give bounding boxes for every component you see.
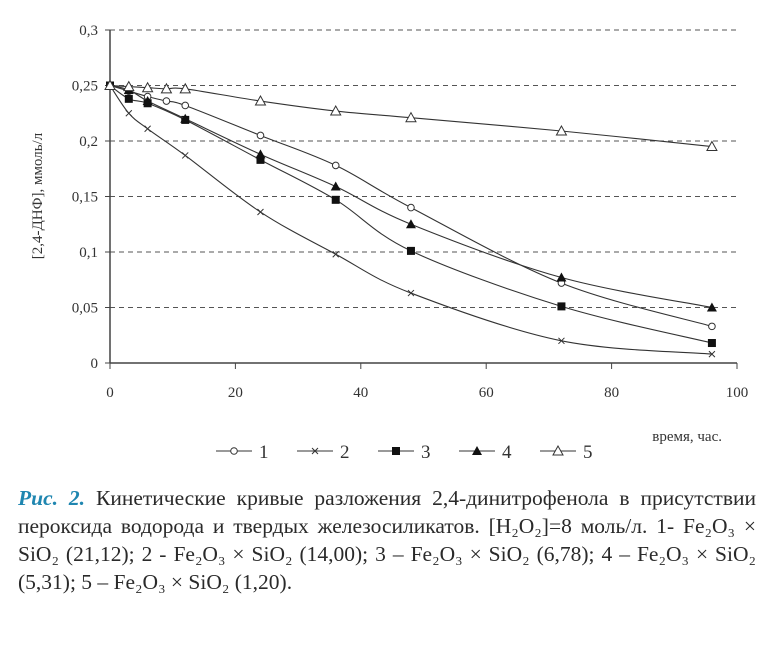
- figure-label: Рис. 2.: [18, 486, 86, 510]
- marker-filled-square: [392, 447, 400, 455]
- marker-open-circle: [162, 97, 171, 105]
- figure-caption: Рис. 2. Кинетические кривые разложения 2…: [18, 484, 756, 596]
- series-line: [109, 85, 713, 344]
- marker-filled-triangle: [330, 181, 341, 191]
- marker-cross: [332, 250, 340, 258]
- y-tick-label: 0,1: [79, 245, 98, 261]
- legend: 1 2 3 4 5: [216, 442, 593, 463]
- marker-open-triangle: [329, 105, 342, 116]
- y-axis-label: [2,4-ДНФ], ммоль/л: [30, 132, 46, 259]
- marker-open-triangle: [555, 124, 568, 136]
- marker-filled-square: [331, 195, 340, 204]
- marker-open-triangle: [254, 95, 267, 106]
- marker-cross: [311, 447, 319, 455]
- legend-label: 1: [259, 442, 269, 463]
- y-tick-label: 0: [91, 356, 99, 372]
- legend-item-3: 3: [378, 442, 431, 463]
- legend-label: 3: [421, 442, 431, 463]
- marker-open-triangle: [179, 82, 192, 94]
- marker-open-triangle: [160, 82, 173, 94]
- marker-open-circle: [256, 131, 265, 140]
- marker-open-triangle: [104, 79, 116, 90]
- x-axis-label: время, час.: [652, 429, 722, 445]
- marker-open-triangle: [552, 444, 564, 456]
- legend-label: 2: [340, 442, 350, 463]
- x-tick-label: 60: [479, 385, 494, 401]
- marker-open-triangle: [141, 81, 154, 93]
- marker-cross: [125, 109, 133, 117]
- marker-cross: [181, 152, 189, 159]
- marker-open-triangle: [706, 140, 718, 152]
- marker-filled-triangle: [706, 302, 717, 312]
- y-tick-label: 0,15: [72, 190, 98, 206]
- marker-open-circle: [230, 447, 238, 455]
- y-tick-label: 0,3: [79, 23, 98, 39]
- marker-filled-square: [557, 302, 566, 311]
- marker-cross: [708, 350, 716, 358]
- marker-open-triangle: [122, 80, 135, 92]
- marker-filled-square: [124, 94, 133, 103]
- caption-text: Кинетические кривые разложения 2,4-динит…: [18, 486, 756, 594]
- kinetics-chart: 0 0,05 0,1 0,15 0,2 0,25 0,3 0 20 40 60 80 100 [2,4-…: [30, 23, 749, 463]
- marker-filled-square: [256, 155, 265, 164]
- legend-label: 5: [583, 442, 593, 463]
- marker-filled-triangle: [180, 113, 191, 123]
- marker-open-circle: [331, 161, 340, 170]
- marker-cross: [407, 289, 415, 297]
- marker-filled-triangle: [556, 272, 567, 282]
- marker-filled-triangle: [255, 149, 266, 159]
- legend-item-5: 5: [540, 442, 593, 463]
- x-tick-label: 0: [106, 385, 114, 401]
- legend-item-2: 2: [297, 442, 350, 463]
- x-tick-label: 80: [604, 385, 619, 401]
- marker-filled-square: [406, 246, 415, 255]
- marker-cross: [144, 125, 151, 133]
- legend-label: 4: [502, 442, 512, 463]
- y-tick-label: 0,2: [79, 134, 98, 150]
- marker-open-circle: [181, 101, 190, 110]
- y-tick-label: 0,05: [72, 301, 98, 317]
- legend-item-1: 1: [216, 442, 269, 463]
- marker-cross: [257, 208, 264, 216]
- marker-open-circle: [708, 322, 716, 331]
- marker-filled-square: [707, 339, 716, 348]
- x-tick-label: 40: [353, 385, 368, 401]
- legend-item-4: 4: [459, 442, 512, 463]
- marker-open-triangle: [405, 111, 417, 123]
- y-tick-label: 0,25: [72, 79, 98, 95]
- x-tick-label: 20: [228, 385, 243, 401]
- marker-filled-triangle: [405, 219, 416, 229]
- marker-cross: [558, 337, 565, 345]
- x-tick-label: 100: [726, 385, 749, 401]
- marker-filled-triangle: [142, 96, 153, 106]
- series-5: [104, 79, 718, 152]
- marker-open-circle: [407, 203, 415, 212]
- marker-filled-triangle: [472, 446, 482, 455]
